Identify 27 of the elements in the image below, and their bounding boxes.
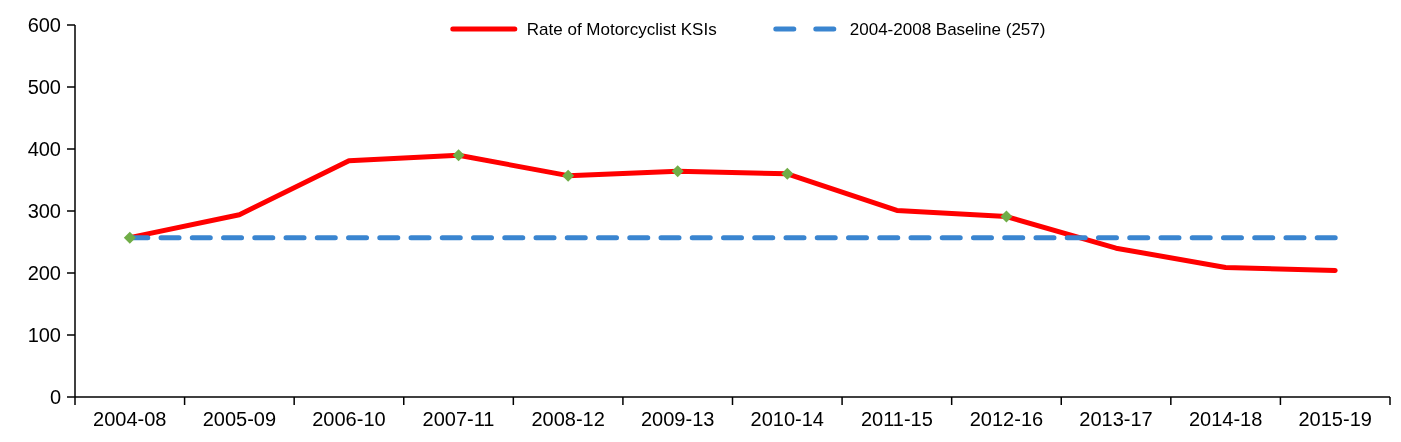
x-tick-label: 2006-10 [312,408,386,430]
legend-label: Rate of Motorcyclist KSIs [526,19,717,39]
x-tick-label: 2015-19 [1298,408,1372,430]
x-tick-label: 2011-15 [860,408,933,430]
x-tick-label: 2007-11 [422,408,495,430]
x-tick-label: 2004-08 [93,408,167,430]
point [1000,210,1013,223]
x-tick-label: 2008-12 [531,408,605,430]
x-tick-label: 2009-13 [641,408,715,430]
x-tick-label: 2005-09 [202,408,277,430]
x-tick-label: 2012-16 [969,408,1044,430]
y-tick-label: 0 [49,386,61,408]
point [781,167,794,180]
x-tick-label: 2014-18 [1188,408,1263,430]
y-tick-label: 200 [27,262,61,284]
y-tick-label: 300 [27,200,61,222]
x-tick-label: 2010-14 [750,408,824,430]
point [452,149,465,162]
point [671,165,684,178]
point [123,231,136,244]
y-tick-label: 500 [27,76,61,98]
point [562,169,575,182]
y-tick-label: 600 [27,14,61,36]
x-tick-label: 2013-17 [1079,408,1153,430]
y-tick-label: 100 [27,324,61,346]
legend-label: 2004-2008 Baseline (257) [849,19,1046,39]
y-tick-label: 400 [27,138,61,160]
